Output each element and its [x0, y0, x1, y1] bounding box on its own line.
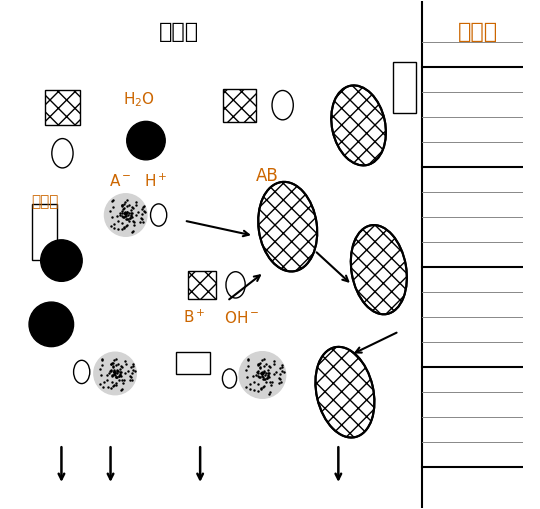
Text: OH$^-$: OH$^-$ — [225, 310, 260, 326]
Bar — [393, 62, 416, 113]
Text: 他成分: 他成分 — [31, 194, 58, 209]
Circle shape — [104, 194, 147, 236]
Bar — [223, 89, 256, 122]
Text: AB: AB — [256, 167, 279, 185]
Ellipse shape — [222, 369, 237, 388]
Circle shape — [239, 352, 286, 398]
Ellipse shape — [331, 86, 386, 165]
Bar — [176, 352, 210, 375]
Circle shape — [40, 240, 82, 281]
Circle shape — [29, 302, 73, 347]
Ellipse shape — [52, 138, 73, 168]
Text: B$^+$: B$^+$ — [183, 309, 205, 326]
Text: 固定相: 固定相 — [457, 22, 498, 42]
Circle shape — [127, 121, 165, 160]
Ellipse shape — [258, 182, 317, 271]
Text: H$_2$O: H$_2$O — [123, 91, 155, 109]
Ellipse shape — [151, 204, 167, 226]
Text: H$^+$: H$^+$ — [144, 173, 168, 190]
Text: 移動相: 移動相 — [159, 22, 199, 42]
Ellipse shape — [351, 225, 407, 315]
Bar — [188, 271, 215, 299]
Bar — [45, 90, 80, 125]
Ellipse shape — [73, 360, 90, 384]
Text: A$^-$: A$^-$ — [110, 173, 132, 189]
Bar — [32, 204, 57, 260]
Ellipse shape — [315, 347, 374, 438]
Ellipse shape — [226, 272, 245, 298]
Circle shape — [94, 352, 137, 394]
Ellipse shape — [272, 91, 293, 120]
